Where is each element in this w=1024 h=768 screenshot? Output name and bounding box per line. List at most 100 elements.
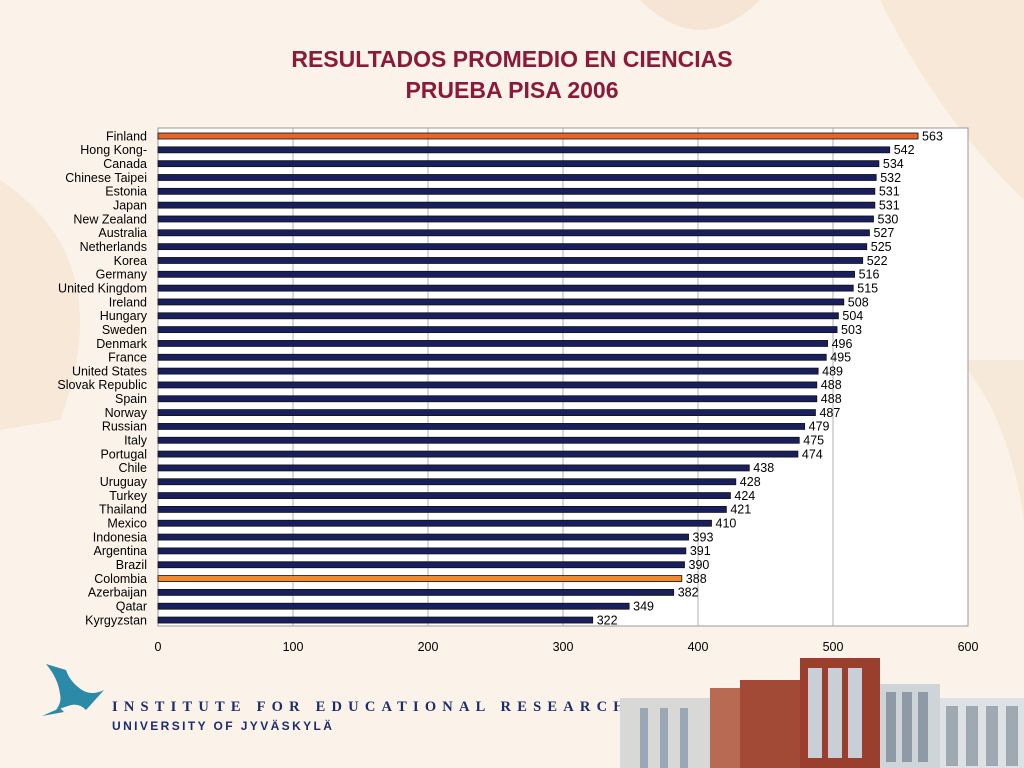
category-label: France (108, 351, 147, 365)
value-label: 508 (848, 295, 869, 309)
value-label: 410 (716, 517, 737, 531)
value-label: 438 (753, 461, 774, 475)
value-label: 563 (922, 129, 943, 143)
value-label: 388 (686, 572, 707, 586)
bar (157, 450, 799, 458)
bar (157, 409, 816, 417)
category-label: Hong Kong- (80, 143, 147, 157)
bar (157, 423, 806, 430)
category-label: Indonesia (93, 530, 147, 544)
category-label: Turkey (109, 489, 147, 503)
bar (157, 326, 838, 334)
category-label: Russian (102, 420, 147, 434)
bar (157, 561, 685, 569)
bar (157, 381, 818, 389)
value-label: 516 (859, 268, 880, 282)
building-photo (620, 658, 1024, 768)
category-label: Colombia (94, 572, 147, 586)
value-label: 393 (693, 530, 714, 544)
bar (157, 132, 919, 140)
value-label: 530 (878, 212, 899, 226)
bar (157, 229, 870, 237)
value-label: 504 (842, 309, 863, 323)
bar (157, 340, 828, 347)
bar (157, 312, 839, 320)
value-label: 527 (873, 226, 894, 240)
bar (157, 395, 818, 403)
value-label: 534 (883, 157, 904, 171)
bar (157, 492, 731, 499)
value-label: 488 (821, 392, 842, 406)
x-tick-label: 600 (958, 640, 979, 654)
category-label: Qatar (116, 600, 147, 614)
category-label: Sweden (102, 323, 147, 337)
value-label: 488 (821, 378, 842, 392)
category-label: Mexico (107, 517, 147, 531)
bar (157, 146, 891, 154)
bird-logo-icon (42, 664, 104, 716)
bar (157, 284, 854, 292)
bar (157, 436, 800, 444)
bar (157, 201, 876, 209)
x-tick-label: 200 (418, 640, 439, 654)
bar (157, 602, 630, 610)
bar (157, 215, 874, 223)
category-label: Japan (113, 198, 147, 212)
category-label: Germany (96, 268, 148, 282)
value-label: 390 (689, 558, 710, 572)
value-label: 428 (740, 475, 761, 489)
x-tick-label: 300 (553, 640, 574, 654)
bar (157, 243, 868, 251)
value-label: 475 (803, 434, 824, 448)
category-label: Hungary (100, 309, 148, 323)
university-name: UNIVERSITY OF JYVÄSKYLÄ (112, 719, 335, 733)
category-label: Slovak Republic (57, 378, 147, 392)
category-label: Netherlands (80, 240, 147, 254)
bar (157, 187, 876, 195)
category-label: Portugal (100, 447, 147, 461)
category-label: Estonia (105, 185, 147, 199)
value-label: 496 (832, 337, 853, 351)
bar (157, 464, 750, 472)
category-label: Italy (124, 434, 148, 448)
value-label: 349 (633, 600, 654, 614)
grid-lines (292, 128, 834, 626)
bar (157, 616, 594, 624)
bar (157, 533, 689, 541)
value-label: 391 (690, 544, 711, 558)
value-label: 542 (894, 143, 915, 157)
bar (157, 506, 727, 513)
bar (157, 519, 712, 527)
value-label: 532 (880, 171, 901, 185)
x-tick-label: 400 (688, 640, 709, 654)
category-label: Argentina (93, 544, 147, 558)
category-label: Azerbaijan (88, 586, 147, 600)
category-label: Chinese Taipei (65, 171, 147, 185)
x-tick-label: 500 (823, 640, 844, 654)
bar (157, 367, 819, 375)
bar (157, 160, 880, 168)
value-label: 503 (841, 323, 862, 337)
category-label: United States (72, 364, 147, 378)
x-tick-label: 0 (155, 640, 162, 654)
value-label: 515 (857, 281, 878, 295)
value-labels: 5635425345325315315305275255225165155085… (597, 129, 943, 627)
value-label: 487 (819, 406, 840, 420)
value-label: 531 (879, 185, 900, 199)
category-label: Denmark (96, 337, 147, 351)
category-label: Spain (115, 392, 147, 406)
category-label: Australia (98, 226, 147, 240)
category-label: Thailand (99, 503, 147, 517)
value-label: 495 (830, 351, 851, 365)
chart-title-line-1: RESULTADOS PROMEDIO EN CIENCIAS (291, 46, 733, 72)
bar (157, 270, 855, 278)
value-label: 424 (734, 489, 755, 503)
category-label: United Kingdom (58, 281, 147, 295)
category-label: Uruguay (100, 475, 148, 489)
value-label: 489 (822, 364, 843, 378)
bar (157, 174, 877, 181)
category-label: Ireland (109, 295, 147, 309)
